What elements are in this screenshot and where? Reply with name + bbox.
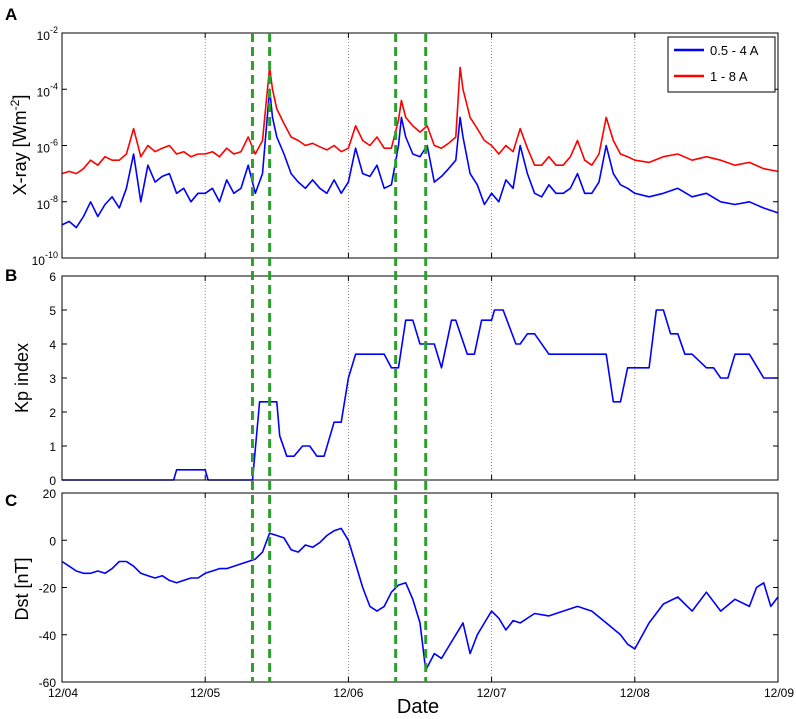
x-tick-label: 12/07 <box>477 686 507 700</box>
panel-letter-c: C <box>5 491 17 510</box>
xray-y-tick-exp: -8 <box>50 194 58 204</box>
dst-ylabel: Dst [nT] <box>12 557 32 620</box>
dst-axes-frame <box>61 492 779 683</box>
xray-ylabel: X-ray [Wm-2] <box>8 95 30 196</box>
x-tick-label: 12/09 <box>764 686 794 700</box>
kp-panel: 0 1 2 3 4 5 6 <box>49 270 779 488</box>
kp-axes-frame <box>61 275 779 481</box>
x-axis-title: Date <box>397 696 439 718</box>
kp-y-tick-label: 3 <box>49 372 56 386</box>
legend: 0.5 - 4 A 1 - 8 A <box>667 36 776 93</box>
xray-ylabel-exp: -2 <box>8 99 22 110</box>
xray-y-tick-base: 10 <box>37 85 51 99</box>
xray-y-tick-label: 10-8 <box>37 194 58 212</box>
xray-y-tick-exp: -2 <box>50 25 58 35</box>
legend-label-1-8a: 1 - 8 A <box>710 69 748 84</box>
xray-y-tick-exp: -10 <box>45 250 58 260</box>
kp-y-tick-label: 6 <box>49 270 56 284</box>
dst-y-tick-label: 20 <box>43 487 57 501</box>
kp-y-tick-label: 5 <box>49 304 56 318</box>
x-tick-label: 12/04 <box>48 686 78 700</box>
xray-y-tick-label: 10-4 <box>37 81 58 99</box>
kp-y-tick-label: 1 <box>49 440 56 454</box>
xray-y-tick-label: 10-10 <box>32 250 58 268</box>
xray-y-tick-base: 10 <box>37 198 51 212</box>
xray-series-line-1 <box>61 66 779 175</box>
kp-ylabel: Kp index <box>12 343 32 413</box>
kp-y-tick-label: 4 <box>49 338 56 352</box>
kp-y-tick-label: 2 <box>49 406 56 420</box>
legend-label-0-5-4a: 0.5 - 4 A <box>710 43 759 58</box>
kp-series-line-0 <box>62 309 778 481</box>
event-lines <box>250 33 428 682</box>
dst-y-tick-label: -20 <box>39 582 57 596</box>
xray-panel: 10-210-410-610-810-10 <box>32 25 779 268</box>
dst-y-tick-label: -40 <box>39 629 57 643</box>
panel-letter-a: A <box>5 5 17 24</box>
xray-ylabel-close: ] <box>10 95 30 100</box>
x-tick-label: 12/06 <box>333 686 363 700</box>
panel-letter-b: B <box>5 266 17 285</box>
xray-y-tick-label: 10-2 <box>37 25 58 43</box>
dst-y-tick-label: -60 <box>39 676 57 690</box>
xray-series-line-0 <box>61 88 779 229</box>
xray-y-tick-label: 10-6 <box>37 138 58 156</box>
x-tick-label: 12/05 <box>190 686 220 700</box>
kp-y-tick-label: 0 <box>49 474 56 488</box>
xray-y-tick-exp: -6 <box>50 138 58 148</box>
xray-y-tick-base: 10 <box>37 142 51 156</box>
x-tick-label: 12/08 <box>620 686 650 700</box>
xray-y-tick-base: 10 <box>32 254 46 268</box>
dst-series-line-0 <box>61 527 779 672</box>
legend-box <box>667 36 776 93</box>
xray-y-tick-exp: -4 <box>50 81 58 91</box>
xray-ylabel-main: X-ray [Wm <box>10 110 30 195</box>
dst-y-tick-label: 0 <box>49 534 56 548</box>
xray-y-tick-base: 10 <box>37 29 51 43</box>
